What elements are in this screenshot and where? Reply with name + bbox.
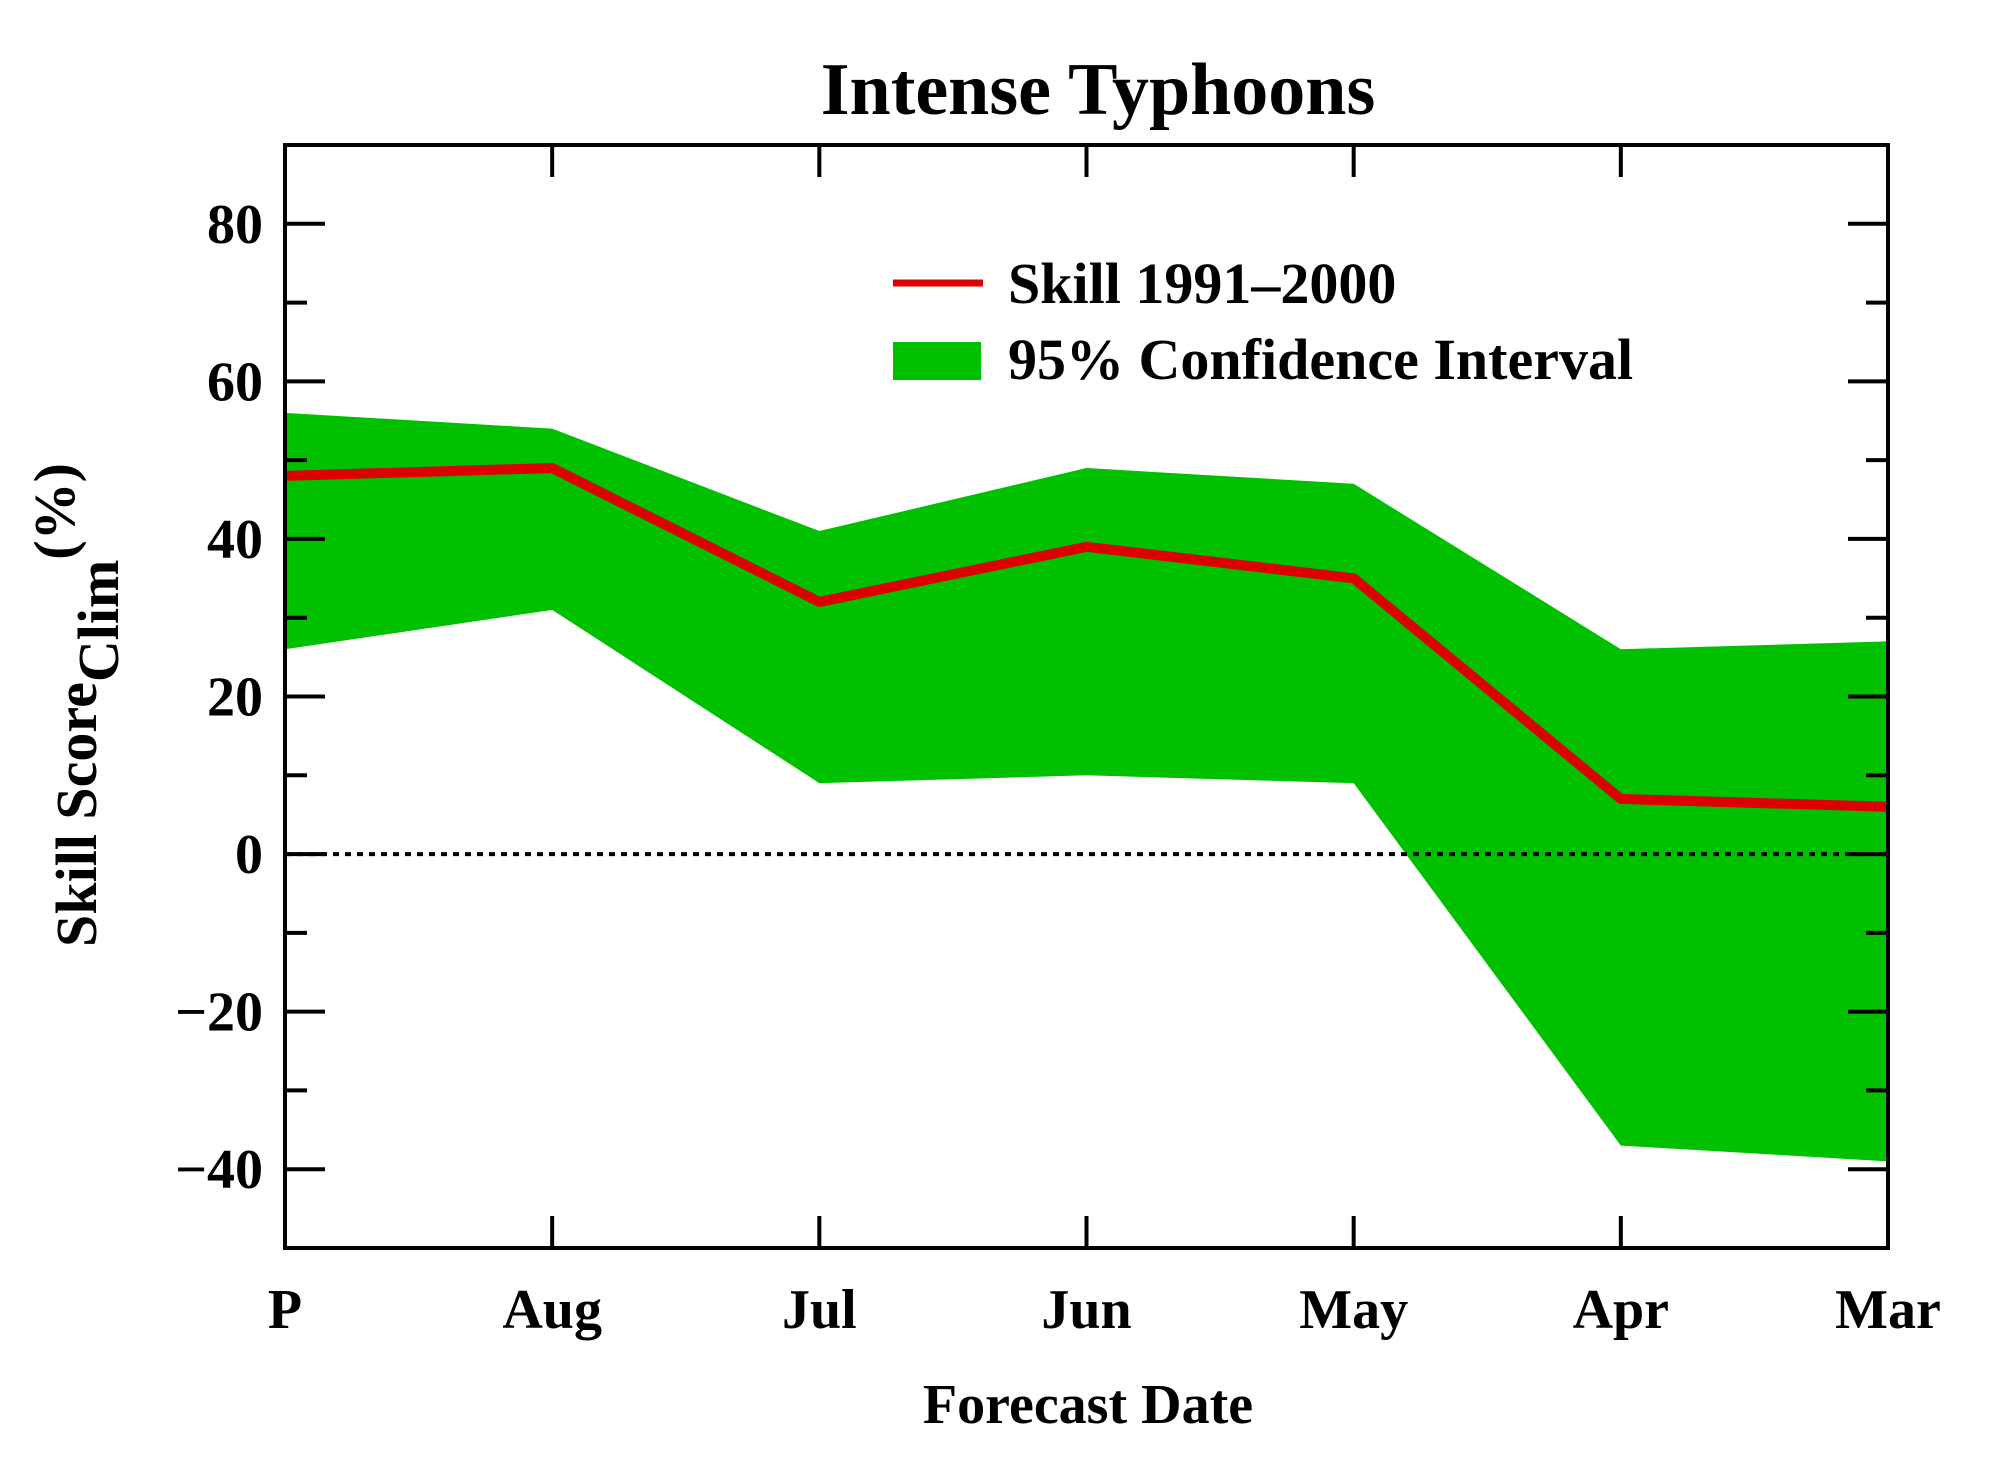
plot-area [284,412,1889,1162]
x-axis-label: Forecast Date [923,1374,1253,1436]
x-tick-label: Aug [502,1279,602,1341]
x-tick-label: P [268,1279,302,1341]
y-tick-label: 80 [207,194,263,256]
y-tick-label: 20 [207,667,263,729]
axis-ticks [283,143,1890,1250]
svg-text:Skill ScoreClim(%): Skill ScoreClim(%) [22,463,131,947]
y-tick-label: −40 [175,1139,263,1201]
x-tick-label: Jul [782,1279,857,1341]
plot-frame [283,143,1890,1250]
legend-skill-label: Skill 1991–2000 [1008,251,1396,316]
y-axis-label: Skill ScoreClim(%) [22,463,131,947]
y-tick-labels: −40 −20 0 20 40 60 80 [175,194,263,1201]
x-tick-label: Mar [1835,1279,1941,1341]
confidence-band [285,412,1888,1162]
y-tick-label: 40 [207,509,263,571]
x-tick-label: May [1299,1279,1408,1341]
chart-title: Intense Typhoons [821,49,1376,131]
y-tick-label: −20 [175,982,263,1044]
x-tick-label: Apr [1573,1279,1669,1341]
legend: Skill 1991–2000 95% Confidence Interval [893,251,1633,392]
x-tick-labels: P Aug Jul Jun May Apr Mar [268,1279,1941,1341]
y-tick-label: 60 [207,351,263,413]
y-axis-label-main: Skill Score [44,682,109,947]
skill-line [284,463,1889,812]
legend-band-label: 95% Confidence Interval [1008,327,1633,392]
y-tick-label: 0 [235,824,263,886]
y-axis-label-subscript: Clim [66,560,131,682]
legend-band-swatch [893,342,981,380]
y-axis-label-unit: (%) [22,463,87,560]
x-tick-label: Jun [1041,1279,1131,1341]
